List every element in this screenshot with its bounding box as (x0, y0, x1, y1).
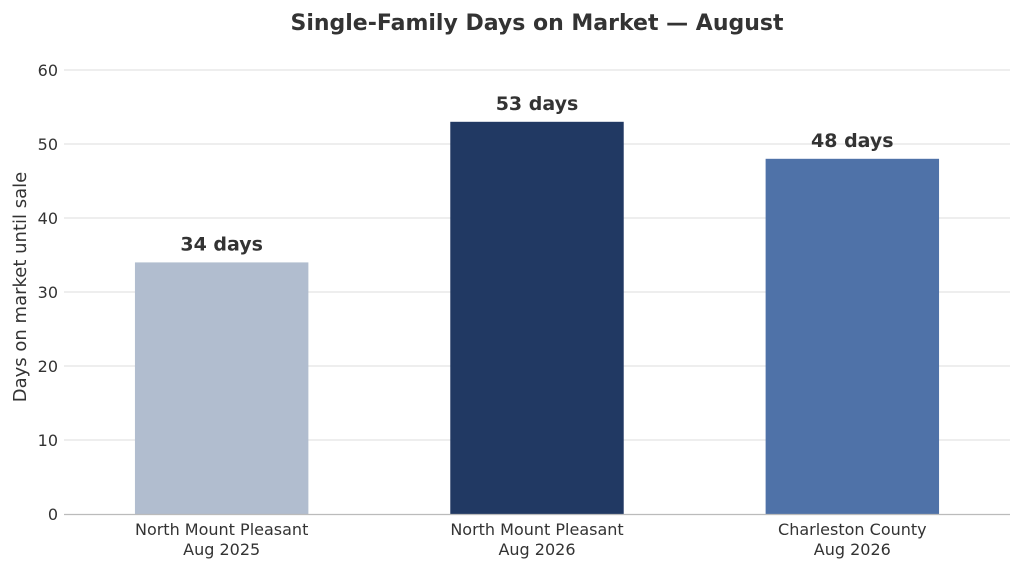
y-tick-label: 10 (38, 431, 58, 450)
data-label: 48 days (811, 130, 894, 152)
y-tick-label: 60 (38, 61, 58, 80)
x-tick-label: Aug 2026 (498, 540, 575, 559)
y-axis-ticks: 0 10 20 30 40 50 60 (38, 61, 58, 524)
data-labels: 34 days 53 days 48 days (180, 93, 893, 256)
y-tick-label: 40 (38, 209, 58, 228)
bar (450, 121, 624, 515)
y-tick-label: 20 (38, 357, 58, 376)
data-label: 53 days (496, 93, 579, 115)
x-tick-label: Charleston County (778, 520, 927, 539)
x-tick-label: North Mount Pleasant (135, 520, 308, 539)
bar (765, 158, 940, 515)
y-tick-label: 30 (38, 283, 58, 302)
y-tick-label: 50 (38, 135, 58, 154)
x-tick-label: North Mount Pleasant (450, 520, 623, 539)
y-axis-label: Days on market until sale (10, 172, 31, 402)
data-label: 34 days (180, 233, 263, 255)
x-tick-label: Aug 2026 (814, 540, 891, 559)
bar (134, 262, 309, 514)
x-tick-label: Aug 2025 (183, 540, 260, 559)
chart-title: Single-Family Days on Market — August (290, 11, 784, 36)
y-tick-label: 0 (48, 505, 58, 524)
bars (134, 121, 940, 515)
